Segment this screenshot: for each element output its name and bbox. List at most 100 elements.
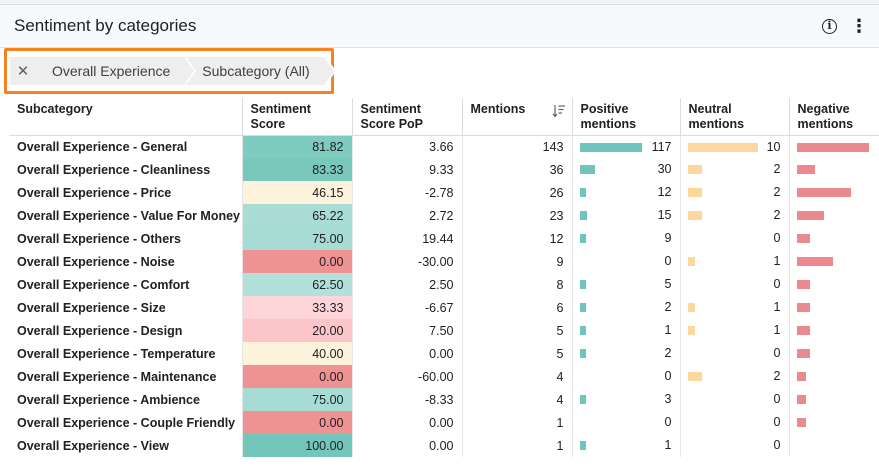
cell-positive-mentions: 117 bbox=[572, 135, 681, 158]
cell-sentiment-score-pop: 2.50 bbox=[352, 273, 463, 296]
cell-sentiment-score: 100.00 bbox=[242, 434, 353, 457]
cell-positive-mentions: 5 bbox=[572, 273, 681, 296]
neutral-mentions-bar bbox=[687, 211, 702, 220]
info-icon[interactable]: i bbox=[822, 19, 837, 34]
cell-mentions: 4 bbox=[462, 388, 573, 411]
cell-sentiment-score-pop: 9.33 bbox=[352, 158, 463, 181]
cell-negative-mentions bbox=[789, 181, 879, 204]
neutral-mentions-bar bbox=[687, 372, 702, 381]
neutral-mentions-value: 2 bbox=[773, 208, 781, 222]
neutral-mentions-bar bbox=[687, 165, 702, 174]
neutral-mentions-value: 1 bbox=[773, 300, 781, 314]
positive-mentions-value: 5 bbox=[664, 277, 672, 291]
cell-negative-mentions bbox=[789, 204, 879, 227]
positive-mentions-bar bbox=[579, 188, 586, 197]
cell-subcategory: Overall Experience - Size bbox=[9, 296, 243, 319]
breadcrumb-item-subcategory[interactable]: Subcategory (All) bbox=[186, 57, 337, 85]
column-header-positive-mentions[interactable]: Positive mentions bbox=[572, 98, 681, 136]
cell-positive-mentions: 3 bbox=[572, 388, 681, 411]
table-row[interactable]: Overall Experience - Couple Friendly 0.00… bbox=[9, 411, 879, 434]
table-row[interactable]: Overall Experience - General 81.82 3.66 143… bbox=[9, 135, 879, 158]
table-row[interactable]: Overall Experience - Temperature 40.00 0.0… bbox=[9, 342, 879, 365]
table-row[interactable]: Overall Experience - Ambience 75.00 -8.33 4… bbox=[9, 388, 879, 411]
cell-sentiment-score-pop: 0.00 bbox=[352, 342, 463, 365]
cell-sentiment-score-pop: 0.00 bbox=[352, 434, 463, 457]
cell-subcategory: Overall Experience - Noise bbox=[9, 250, 243, 273]
panel-header: Sentiment by categories i ⋮ bbox=[0, 4, 879, 48]
cell-subcategory: Overall Experience - View bbox=[9, 434, 243, 457]
positive-mentions-bar bbox=[579, 441, 586, 450]
positive-mentions-bar bbox=[579, 280, 586, 289]
positive-mentions-bar bbox=[579, 326, 586, 335]
column-header-negative-mentions[interactable]: Negative mentions bbox=[789, 98, 879, 136]
close-icon[interactable]: ✕ bbox=[10, 57, 36, 85]
negative-mentions-bar bbox=[796, 326, 810, 335]
cell-negative-mentions bbox=[789, 273, 879, 296]
cell-negative-mentions bbox=[789, 365, 879, 388]
cell-positive-mentions: 2 bbox=[572, 342, 681, 365]
column-header-neutral-mentions[interactable]: Neutral mentions bbox=[680, 98, 790, 136]
table-row[interactable]: Overall Experience - Others 75.00 19.44 12 9… bbox=[9, 227, 879, 250]
cell-negative-mentions bbox=[789, 296, 879, 319]
cell-sentiment-score: 33.33 bbox=[242, 296, 353, 319]
table-row[interactable]: Overall Experience - Price 46.15 -2.78 26 12… bbox=[9, 181, 879, 204]
table-row[interactable]: Overall Experience - Cleanliness 83.33 9.3… bbox=[9, 158, 879, 181]
more-vert-icon[interactable]: ⋮ bbox=[850, 16, 868, 36]
column-header-sentiment-score[interactable]: Sentiment Score bbox=[242, 98, 353, 136]
cell-subcategory: Overall Experience - Temperature bbox=[9, 342, 243, 365]
table-row[interactable]: Overall Experience - View 100.00 0.00 1 1 0 bbox=[9, 434, 879, 457]
cell-positive-mentions: 1 bbox=[572, 319, 681, 342]
table-row[interactable]: Overall Experience - Design 20.00 7.50 5 1 1 bbox=[9, 319, 879, 342]
neutral-mentions-value: 2 bbox=[773, 369, 781, 383]
positive-mentions-bar bbox=[579, 349, 586, 358]
positive-mentions-bar bbox=[579, 165, 596, 174]
positive-mentions-value: 2 bbox=[664, 346, 672, 360]
column-header-mentions[interactable]: Mentions bbox=[462, 98, 573, 136]
cell-sentiment-score-pop: -2.78 bbox=[352, 181, 463, 204]
negative-mentions-bar bbox=[796, 395, 806, 404]
neutral-mentions-value: 0 bbox=[773, 231, 781, 245]
cell-sentiment-score: 40.00 bbox=[242, 342, 353, 365]
sort-descending-icon[interactable] bbox=[552, 104, 566, 118]
cell-negative-mentions bbox=[789, 158, 879, 181]
positive-mentions-bar bbox=[579, 211, 588, 220]
cell-neutral-mentions: 1 bbox=[680, 250, 790, 273]
negative-mentions-bar bbox=[796, 142, 869, 152]
cell-sentiment-score: 0.00 bbox=[242, 250, 353, 273]
cell-negative-mentions bbox=[789, 388, 879, 411]
panel-title: Sentiment by categories bbox=[14, 16, 197, 35]
cell-positive-mentions: 0 bbox=[572, 250, 681, 273]
neutral-mentions-value: 2 bbox=[773, 162, 781, 176]
breadcrumb-item-category[interactable]: Overall Experience bbox=[36, 57, 197, 85]
positive-mentions-bar bbox=[579, 234, 586, 243]
neutral-mentions-value: 1 bbox=[773, 254, 781, 268]
cell-sentiment-score: 0.00 bbox=[242, 365, 353, 388]
cell-subcategory: Overall Experience - Maintenance bbox=[9, 365, 243, 388]
negative-mentions-bar bbox=[796, 280, 810, 289]
cell-mentions: 143 bbox=[462, 135, 573, 158]
table-row[interactable]: Overall Experience - Size 33.33 -6.67 6 2 1 bbox=[9, 296, 879, 319]
cell-positive-mentions: 9 bbox=[572, 227, 681, 250]
table-row[interactable]: Overall Experience - Maintenance 0.00 -60.… bbox=[9, 365, 879, 388]
table-row[interactable]: Overall Experience - Comfort 62.50 2.50 8 5 0 bbox=[9, 273, 879, 296]
cell-sentiment-score-pop: -8.33 bbox=[352, 388, 463, 411]
cell-neutral-mentions: 1 bbox=[680, 319, 790, 342]
cell-sentiment-score-pop: -30.00 bbox=[352, 250, 463, 273]
neutral-mentions-value: 0 bbox=[773, 277, 781, 291]
neutral-mentions-bar bbox=[687, 303, 695, 312]
column-header-sentiment-score-pop[interactable]: Sentiment Score PoP bbox=[352, 98, 463, 136]
negative-mentions-bar bbox=[796, 372, 806, 381]
table-row[interactable]: Overall Experience - Value For Money 65.2… bbox=[9, 204, 879, 227]
cell-negative-mentions bbox=[789, 135, 879, 158]
cell-mentions: 6 bbox=[462, 296, 573, 319]
neutral-mentions-bar bbox=[687, 142, 758, 152]
column-header-subcategory[interactable]: Subcategory bbox=[9, 98, 243, 136]
cell-neutral-mentions: 10 bbox=[680, 135, 790, 158]
column-header-mentions-label: Mentions bbox=[470, 102, 526, 116]
breadcrumb: ✕ Overall Experience Subcategory (All) bbox=[10, 57, 337, 85]
table-row[interactable]: Overall Experience - Noise 0.00 -30.00 9 0 1 bbox=[9, 250, 879, 273]
cell-mentions: 36 bbox=[462, 158, 573, 181]
cell-sentiment-score-pop: -60.00 bbox=[352, 365, 463, 388]
positive-mentions-value: 15 bbox=[657, 208, 672, 222]
positive-mentions-value: 0 bbox=[664, 369, 672, 383]
